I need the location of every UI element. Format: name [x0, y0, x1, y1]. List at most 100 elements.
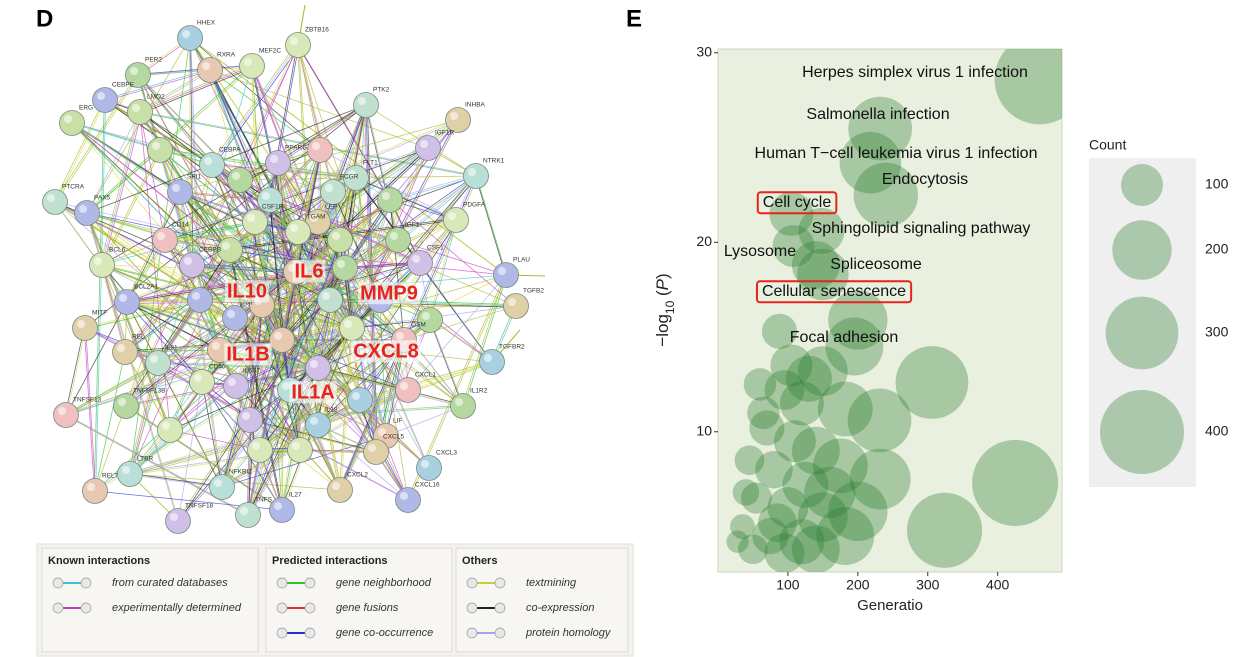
edge	[419, 262, 493, 363]
panel-letter: E	[626, 5, 642, 32]
bubble	[791, 426, 840, 475]
node-gloss	[184, 257, 192, 265]
edge	[270, 200, 332, 301]
hub-label: CXCL8	[353, 340, 419, 362]
size-legend-title: Count	[1089, 137, 1126, 153]
node	[287, 437, 313, 463]
node-label: IL18	[325, 407, 338, 414]
edge	[126, 300, 220, 350]
edge	[123, 264, 192, 352]
node-label: CEBPE	[112, 82, 135, 89]
node	[347, 387, 373, 413]
edge	[129, 37, 191, 475]
node	[157, 417, 183, 443]
node-label: CEBPB	[199, 247, 221, 254]
edge	[359, 360, 492, 400]
edge	[177, 381, 203, 522]
node	[117, 461, 143, 487]
node-label: TNFS	[255, 497, 273, 504]
edge	[360, 362, 493, 402]
edge	[330, 300, 362, 401]
node-gloss	[420, 140, 428, 148]
bubble	[828, 481, 888, 542]
edge	[222, 150, 322, 488]
edge	[124, 349, 221, 353]
edge	[356, 178, 457, 222]
node-label: LIF	[393, 418, 402, 425]
node-gloss	[47, 194, 55, 202]
edge	[261, 304, 405, 341]
node-label: TGFB2	[523, 288, 544, 295]
node-gloss	[252, 442, 260, 450]
node-gloss	[508, 298, 516, 306]
edge	[294, 149, 320, 272]
node-gloss	[182, 30, 190, 38]
node-label: MEF2C	[259, 48, 281, 55]
node	[320, 179, 346, 205]
node-label: ERG	[79, 105, 93, 112]
node-label: PDGFA	[463, 202, 486, 209]
node-label: CXCL5	[383, 434, 404, 441]
legend-label: from curated databases	[112, 577, 228, 589]
node-label: LMO2	[147, 94, 165, 101]
hub-label-bg	[351, 340, 421, 363]
node-gloss	[77, 320, 85, 328]
edge	[124, 191, 334, 353]
edge	[164, 220, 255, 240]
edge	[127, 302, 221, 352]
edge	[130, 474, 223, 489]
node	[235, 502, 261, 528]
node-label: OSM	[411, 322, 426, 329]
bubble	[853, 162, 918, 228]
node-gloss	[448, 212, 456, 220]
edge	[100, 149, 160, 265]
node	[307, 137, 333, 163]
bubble	[848, 96, 913, 161]
plot-area	[717, 48, 1063, 573]
node-label: IGF1	[405, 222, 420, 229]
node-gloss	[422, 312, 430, 320]
node-gloss	[222, 242, 230, 250]
edge	[463, 275, 508, 407]
edge	[317, 147, 429, 369]
bubble	[773, 420, 816, 463]
edge	[344, 174, 476, 268]
node	[416, 455, 442, 481]
legend-node	[466, 577, 478, 589]
legend-node	[304, 627, 316, 639]
edge	[94, 351, 126, 492]
node	[177, 25, 203, 51]
highlight-box	[756, 191, 838, 215]
bubble	[847, 388, 912, 453]
edge	[190, 38, 507, 277]
bubble	[849, 448, 911, 510]
node	[147, 137, 173, 163]
node	[53, 402, 79, 428]
node-gloss	[157, 232, 165, 240]
edge	[86, 111, 141, 214]
edge	[476, 176, 508, 276]
edge	[72, 123, 231, 252]
edge	[380, 300, 465, 407]
y-axis-title-part: (	[653, 290, 672, 301]
node-gloss	[332, 232, 340, 240]
node-label: LTBR	[137, 456, 153, 463]
size-legend-circle	[1105, 296, 1179, 370]
edge	[239, 103, 366, 180]
node-label: TNFSF18	[185, 503, 214, 510]
node-label: FLT1	[363, 160, 378, 167]
node-label: ZBTB16	[305, 27, 329, 34]
node	[443, 207, 469, 233]
node	[285, 32, 311, 58]
x-tick-label: 400	[986, 577, 1010, 593]
edge	[270, 120, 459, 202]
node-gloss	[97, 92, 105, 100]
legend-node	[494, 602, 506, 614]
node	[209, 474, 235, 500]
node	[395, 377, 421, 403]
node-gloss	[368, 444, 376, 452]
node	[417, 307, 443, 333]
legend-node	[52, 602, 64, 614]
bubble	[798, 492, 848, 542]
